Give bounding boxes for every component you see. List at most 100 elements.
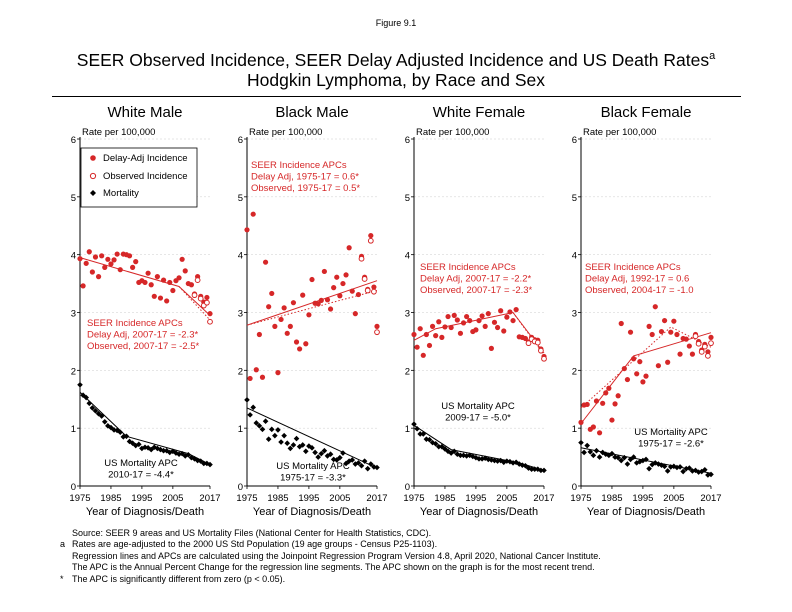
mortality-point bbox=[333, 457, 340, 463]
mortality-point bbox=[368, 461, 374, 467]
incidence-point bbox=[352, 311, 358, 317]
incidence-point bbox=[167, 279, 173, 286]
y-tick-label: 1 bbox=[238, 424, 243, 435]
mortality-point bbox=[708, 471, 714, 478]
incidence-point bbox=[476, 317, 482, 324]
x-tick-label: 2005 bbox=[496, 493, 517, 504]
chart-title: White Female bbox=[433, 104, 526, 121]
incidence-point bbox=[170, 287, 176, 294]
footnote-line: The APC is the Annual Percent Change for… bbox=[60, 562, 601, 573]
incidence-point bbox=[309, 276, 315, 283]
trend-line bbox=[178, 286, 211, 321]
observed-point bbox=[698, 348, 705, 355]
incidence-point bbox=[102, 264, 108, 270]
incidence-point bbox=[368, 232, 374, 239]
incidence-apc-text: Observed, 2007-17 = -2.3* bbox=[420, 285, 533, 296]
mortality-point bbox=[250, 404, 256, 411]
y-tick-label: 5 bbox=[405, 193, 410, 204]
incidence-point bbox=[596, 430, 603, 436]
x-tick-label: 1975 bbox=[570, 493, 591, 504]
y-axis-label: Rate per 100,000 bbox=[583, 127, 656, 138]
footnote-line: * The APC is significantly different fro… bbox=[60, 574, 601, 585]
incidence-point bbox=[77, 256, 83, 262]
observed-point bbox=[525, 340, 532, 347]
mortality-point bbox=[281, 432, 287, 439]
mortality-point bbox=[358, 462, 365, 469]
chart-title: White Male bbox=[107, 104, 182, 121]
title-superscript: a bbox=[709, 50, 716, 62]
mortality-point bbox=[136, 441, 142, 448]
incidence-point bbox=[303, 341, 309, 347]
mortality-point bbox=[148, 446, 154, 453]
incidence-point bbox=[315, 301, 321, 307]
incidence-point bbox=[414, 344, 420, 350]
mortality-point bbox=[374, 464, 380, 471]
mortality-point bbox=[411, 421, 417, 427]
mortality-point bbox=[448, 450, 454, 456]
observed-point bbox=[538, 347, 544, 354]
mortality-apc-text: 1975-17 = -2.6* bbox=[638, 439, 704, 450]
y-axis-label: Rate per 100,000 bbox=[82, 127, 155, 138]
incidence-point bbox=[479, 313, 485, 319]
incidence-point bbox=[374, 323, 380, 329]
incidence-point bbox=[618, 320, 624, 327]
mortality-point bbox=[268, 426, 275, 433]
incidence-point bbox=[343, 272, 349, 278]
x-tick-label: 1985 bbox=[601, 493, 622, 504]
mortality-point bbox=[132, 442, 139, 449]
mortality-point bbox=[466, 452, 473, 459]
incidence-point bbox=[300, 292, 306, 298]
incidence-apc-text: SEER Incidence APCs bbox=[251, 160, 347, 171]
incidence-point bbox=[674, 331, 680, 338]
mortality-point bbox=[624, 461, 631, 467]
incidence-point bbox=[318, 297, 324, 303]
mortality-point bbox=[417, 431, 423, 437]
mortality-point bbox=[117, 429, 124, 436]
incidence-point bbox=[337, 293, 343, 299]
mortality-point bbox=[522, 462, 529, 469]
incidence-point bbox=[253, 367, 259, 373]
mortality-point bbox=[262, 418, 269, 425]
incidence-apc-text: Observed, 2004-17 = -1.0 bbox=[585, 285, 694, 296]
incidence-point bbox=[80, 283, 86, 289]
legend-label: Delay-Adj Incidence bbox=[103, 153, 188, 164]
mortality-point bbox=[485, 456, 492, 463]
y-tick-label: 0 bbox=[405, 482, 410, 493]
mortality-point bbox=[145, 445, 151, 451]
incidence-point bbox=[154, 274, 160, 280]
title-divider bbox=[52, 96, 741, 97]
x-tick-label: 1995 bbox=[465, 493, 486, 504]
mortality-point bbox=[361, 458, 368, 464]
mortality-point bbox=[528, 466, 535, 473]
legend-box bbox=[80, 147, 198, 208]
incidence-point bbox=[281, 305, 287, 311]
mortality-point bbox=[170, 448, 176, 455]
mortality-point bbox=[337, 454, 343, 461]
chart-title: Black Male bbox=[275, 104, 348, 121]
footnote-text: Rates are age-adjusted to the 2000 US St… bbox=[72, 539, 438, 550]
incidence-point bbox=[485, 311, 491, 317]
x-tick-label: 2017 bbox=[700, 493, 721, 504]
incidence-point bbox=[327, 306, 334, 312]
y-tick-label: 4 bbox=[238, 251, 243, 262]
observed-point bbox=[541, 355, 547, 362]
observed-point bbox=[361, 276, 368, 282]
incidence-point bbox=[677, 351, 683, 357]
x-tick-label: 1995 bbox=[298, 493, 319, 504]
incidence-point bbox=[117, 267, 123, 273]
mortality-point bbox=[686, 465, 693, 471]
mortality-point bbox=[77, 381, 83, 388]
mortality-point bbox=[330, 456, 337, 463]
footnote-line: a Rates are age-adjusted to the 2000 US … bbox=[60, 539, 601, 550]
observed-point bbox=[367, 237, 374, 244]
mortality-point bbox=[315, 454, 321, 460]
y-tick-label: 4 bbox=[71, 251, 76, 262]
footnote-mark: a bbox=[60, 539, 66, 550]
y-tick-label: 6 bbox=[572, 135, 577, 146]
mortality-point bbox=[482, 455, 488, 462]
incidence-point bbox=[108, 261, 114, 267]
mortality-point bbox=[510, 460, 516, 466]
x-tick-label: 2017 bbox=[199, 493, 220, 504]
incidence-point bbox=[160, 277, 167, 283]
incidence-point bbox=[643, 373, 649, 379]
